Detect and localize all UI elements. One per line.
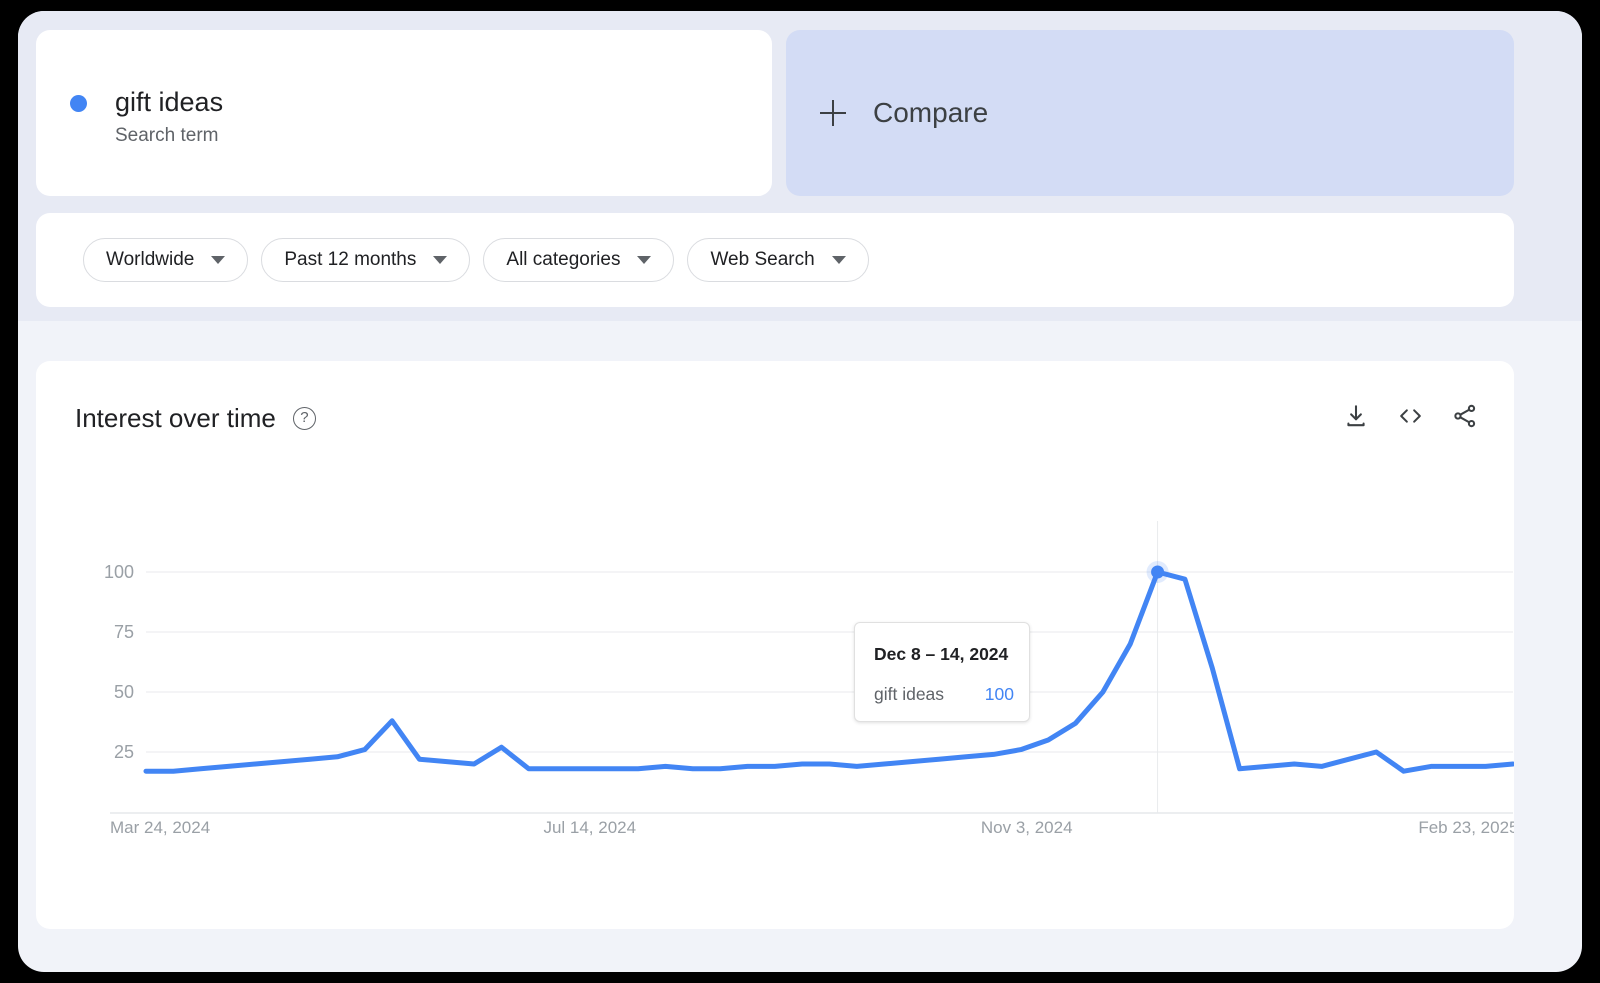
tooltip-series-value: 100	[984, 684, 1014, 704]
filter-category-label: All categories	[506, 249, 621, 270]
chart-title: Interest over time	[75, 403, 276, 433]
chart-plot-area[interactable]: 25 50 75 100 Mar 24, 2024 Jul 14, 2024 Nov 3, …	[36, 461, 1514, 929]
compare-label: Compare	[873, 97, 989, 128]
chart-title-wrap: Interest over time ?	[75, 403, 316, 434]
compare-content: Compare	[820, 30, 988, 196]
svg-text:Nov 3, 2024: Nov 3, 2024	[981, 818, 1073, 837]
tooltip-date: Dec 8 – 14, 2024	[874, 644, 1009, 664]
embed-code-icon[interactable]	[1397, 403, 1424, 429]
help-circle-icon[interactable]: ?	[292, 407, 316, 430]
interest-over-time-chart[interactable]: 25 50 75 100 Mar 24, 2024 Jul 14, 2024 Nov 3, …	[36, 461, 1514, 929]
filter-search-type-label: Web Search	[710, 249, 815, 270]
svg-text:75: 75	[114, 622, 134, 642]
series-color-dot	[70, 95, 87, 112]
tooltip-series-name: gift ideas	[874, 684, 945, 704]
tooltip-row: gift ideas 100	[874, 684, 1014, 705]
search-term-texts: gift ideas Search term	[115, 86, 223, 148]
chevron-down-icon	[637, 256, 652, 264]
search-term-title: gift ideas	[115, 87, 224, 117]
svg-text:Feb 23, 2025: Feb 23, 2025	[1418, 818, 1514, 837]
search-term-subtitle: Search term	[115, 125, 219, 146]
plus-icon	[820, 100, 846, 126]
svg-text:100: 100	[104, 562, 134, 582]
download-icon[interactable]	[1343, 403, 1369, 429]
svg-text:Mar 24, 2024: Mar 24, 2024	[110, 818, 210, 837]
search-term-card[interactable]: gift ideas Search term	[36, 30, 772, 196]
search-term-content: gift ideas Search term	[70, 86, 223, 148]
svg-text:Jul 14, 2024: Jul 14, 2024	[543, 818, 636, 837]
chevron-down-icon	[211, 256, 226, 264]
share-icon[interactable]	[1452, 403, 1478, 429]
svg-text:25: 25	[114, 742, 134, 762]
chevron-down-icon	[831, 256, 846, 264]
chart-actions	[1343, 403, 1478, 429]
chart-header: Interest over time ?	[36, 361, 1514, 461]
chevron-down-icon	[433, 256, 448, 264]
chart-tooltip: Dec 8 – 14, 2024 gift ideas 100	[854, 622, 1030, 722]
trends-page: gift ideas Search term Compare Worldwide…	[18, 11, 1582, 972]
svg-text:50: 50	[114, 682, 134, 702]
filter-search-type[interactable]: Web Search	[687, 238, 869, 282]
filter-time-range-label: Past 12 months	[284, 249, 417, 270]
filter-location-label: Worldwide	[106, 249, 195, 270]
interest-over-time-card: Interest over time ?	[36, 361, 1514, 929]
compare-button[interactable]: Compare	[786, 30, 1514, 196]
filters-row: Worldwide Past 12 months All categories …	[83, 213, 869, 307]
filter-time-range[interactable]: Past 12 months	[261, 238, 471, 282]
filters-bar: Worldwide Past 12 months All categories …	[36, 213, 1514, 307]
filter-category[interactable]: All categories	[483, 238, 675, 282]
filter-location[interactable]: Worldwide	[83, 238, 249, 282]
